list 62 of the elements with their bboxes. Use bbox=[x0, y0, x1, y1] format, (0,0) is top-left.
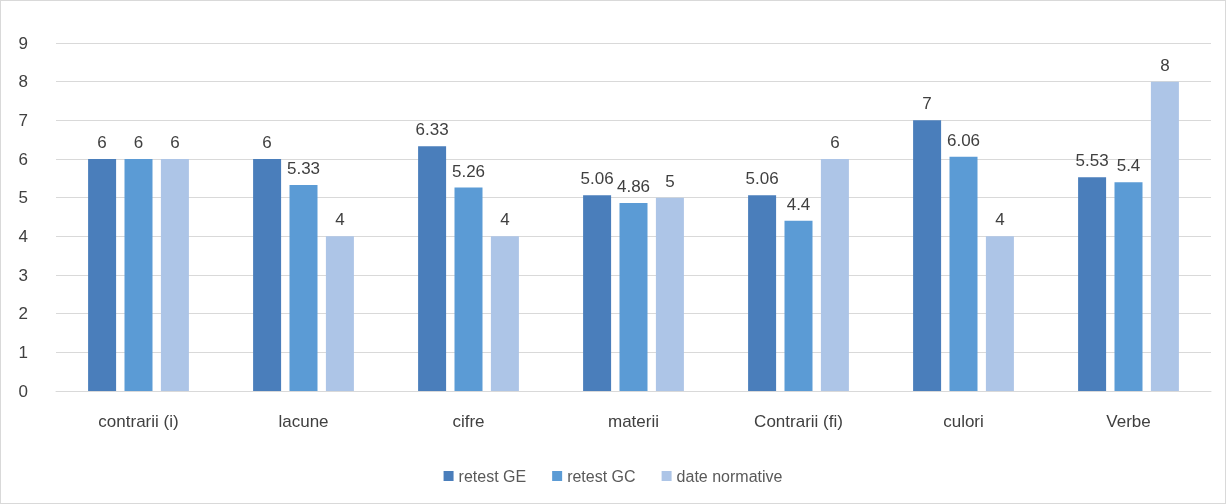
x-tick-label: culori bbox=[943, 412, 984, 431]
y-tick-label: 1 bbox=[18, 342, 28, 362]
bar bbox=[985, 236, 1014, 391]
data-label: 6 bbox=[830, 133, 840, 152]
data-label: 6 bbox=[133, 133, 144, 152]
data-label: 4.86 bbox=[616, 177, 651, 197]
legend-label: retest GE bbox=[458, 467, 527, 485]
bar bbox=[88, 159, 117, 391]
data-label: 4 bbox=[335, 210, 345, 230]
y-tick-label: 9 bbox=[18, 33, 28, 53]
bar bbox=[1114, 182, 1143, 391]
data-label: 4.4 bbox=[786, 194, 811, 214]
y-tick-label: 3 bbox=[18, 265, 28, 285]
x-tick-label: contrarii (i) bbox=[98, 412, 179, 431]
bar bbox=[124, 159, 153, 391]
bar bbox=[583, 195, 612, 391]
bar bbox=[490, 236, 519, 391]
x-tick-label: Contrarii (fi) bbox=[754, 412, 843, 431]
legend-label: date normative bbox=[676, 467, 783, 485]
bar bbox=[160, 159, 189, 391]
bar bbox=[325, 236, 354, 391]
bar bbox=[820, 159, 849, 391]
legend-label: retest GC bbox=[567, 467, 636, 485]
data-label: 6 bbox=[262, 133, 272, 152]
data-label: 5.06 bbox=[745, 169, 779, 189]
bar bbox=[1150, 81, 1179, 391]
y-tick-label: 0 bbox=[18, 381, 28, 401]
data-label: 4 bbox=[995, 210, 1005, 230]
data-label: 5.53 bbox=[1075, 151, 1109, 171]
x-tick-label: materii bbox=[607, 412, 660, 431]
x-tick-label: lacune bbox=[278, 412, 329, 431]
data-label: 5.06 bbox=[580, 169, 614, 189]
data-label: 5.26 bbox=[451, 161, 486, 181]
data-label: 4 bbox=[500, 210, 510, 230]
y-tick-label: 5 bbox=[18, 188, 28, 208]
data-label: 5.4 bbox=[1116, 156, 1141, 176]
data-label: 6 bbox=[170, 133, 180, 152]
x-tick-label: cifre bbox=[452, 412, 485, 431]
data-label: 6.06 bbox=[946, 130, 981, 150]
bar bbox=[418, 146, 447, 391]
data-label: 5 bbox=[665, 171, 675, 191]
y-tick-label: 8 bbox=[18, 72, 28, 92]
data-label: 6 bbox=[97, 133, 107, 152]
bar bbox=[454, 187, 483, 391]
bar bbox=[913, 120, 942, 391]
bar bbox=[619, 203, 648, 391]
bar bbox=[949, 156, 978, 391]
data-label: 8 bbox=[1160, 55, 1170, 75]
bar bbox=[748, 195, 777, 391]
data-label: 6.33 bbox=[415, 120, 449, 140]
y-tick-label: 4 bbox=[18, 226, 28, 246]
bar bbox=[655, 197, 684, 391]
bar bbox=[1078, 177, 1107, 391]
bar bbox=[289, 184, 318, 391]
data-label: 7 bbox=[922, 94, 932, 114]
bar bbox=[253, 159, 282, 391]
x-tick-label: Verbe bbox=[1106, 412, 1151, 431]
bar bbox=[784, 220, 813, 391]
y-tick-label: 6 bbox=[18, 149, 28, 169]
y-tick-label: 2 bbox=[18, 304, 28, 324]
y-tick-label: 7 bbox=[18, 110, 28, 130]
data-label: 5.33 bbox=[286, 158, 321, 178]
